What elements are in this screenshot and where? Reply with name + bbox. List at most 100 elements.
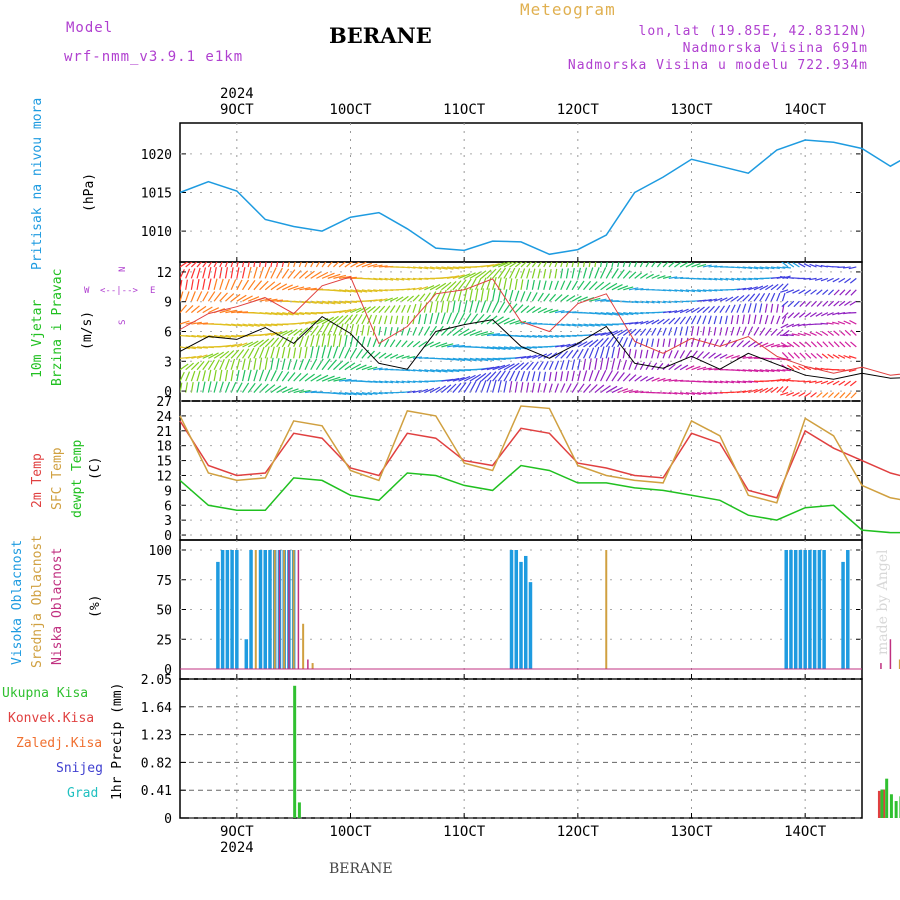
wind-barb — [786, 289, 795, 294]
wind-barb — [679, 262, 689, 268]
wind-barb — [697, 391, 707, 395]
wind-barb — [622, 359, 627, 370]
wind-barb — [690, 315, 697, 325]
wind-barb — [373, 367, 383, 371]
wind-barb — [764, 303, 768, 313]
temp-ytick-label: 27 — [156, 395, 172, 410]
wind-barb — [589, 323, 601, 327]
wind-barb — [407, 380, 416, 383]
wind-barb — [548, 269, 552, 279]
wind-barb — [765, 369, 775, 373]
wind-barb — [651, 377, 660, 382]
wind-barb — [685, 391, 696, 395]
wind-barb — [765, 284, 774, 291]
wind-barb — [731, 355, 740, 359]
wind-barb — [298, 373, 309, 382]
wind-barb — [304, 335, 310, 348]
wind-barb — [702, 315, 707, 325]
wind-barb — [509, 346, 522, 350]
wind-barb — [339, 378, 352, 382]
wind-barb — [791, 323, 800, 328]
wind-barb — [293, 389, 305, 394]
wind-barb — [253, 266, 258, 279]
wind-barb — [185, 371, 191, 382]
wind-barb — [742, 326, 747, 336]
wind-barb — [304, 320, 317, 325]
wind-barb — [299, 389, 311, 394]
wind-barb — [674, 309, 683, 314]
wind-barb — [814, 277, 823, 281]
wind-barb — [219, 369, 223, 382]
wind-barb — [316, 300, 330, 305]
wind-barb — [764, 327, 772, 336]
wind-barb — [753, 293, 761, 302]
wind-barb — [293, 270, 302, 279]
wind-barb — [259, 346, 265, 359]
wind-barb — [770, 343, 780, 348]
wind-barb — [810, 392, 817, 398]
wind-barb — [804, 312, 812, 318]
wind-barb — [634, 375, 642, 382]
wind-barb — [571, 280, 579, 291]
wind-barb — [287, 269, 296, 279]
cloud-bar — [519, 561, 523, 669]
wind-barb — [190, 291, 196, 302]
wind-barb — [298, 335, 304, 348]
wind-barb — [714, 297, 723, 302]
wind-barb — [680, 391, 690, 395]
wind-ytick-label: 12 — [156, 266, 172, 281]
wind-barb — [514, 362, 525, 371]
wind-barb — [799, 352, 806, 359]
wind-barb — [373, 391, 383, 395]
cloud-ytick-label: 25 — [156, 633, 172, 648]
wind-barb — [355, 348, 363, 359]
wind-barb — [617, 285, 629, 291]
wind-barb — [714, 380, 723, 384]
wind-barb — [725, 327, 729, 336]
wind-barb — [492, 262, 506, 268]
wind-barb — [611, 371, 619, 382]
wind-barb — [679, 308, 689, 314]
wind-barb — [321, 272, 335, 279]
wind-barb — [708, 368, 718, 371]
wind-barb — [180, 371, 185, 382]
wind-barb — [270, 357, 274, 370]
wind-barb — [378, 368, 388, 371]
wind-barb — [679, 316, 686, 325]
wind-barb — [588, 358, 592, 370]
wind-barb — [565, 359, 570, 370]
wind-barb — [674, 276, 684, 279]
wind-barb — [765, 387, 774, 394]
wind-barb — [355, 364, 367, 371]
wind-barb — [219, 262, 223, 268]
wind-barb — [503, 277, 507, 290]
wind-barb — [826, 380, 834, 385]
wind-barb — [406, 304, 411, 313]
wind-barb — [486, 300, 493, 313]
wind-barb — [537, 292, 544, 302]
wind-barb — [606, 312, 619, 316]
wind-barb — [423, 326, 431, 336]
wind-barb — [384, 326, 387, 336]
wind-barb — [776, 292, 781, 302]
wind-barb — [486, 371, 497, 382]
wind-barb — [259, 323, 272, 327]
wind-barb — [366, 325, 370, 336]
wind-barb — [231, 310, 243, 314]
wind-barb — [713, 305, 720, 314]
wind-barb — [304, 312, 317, 315]
wind-barb — [441, 343, 454, 348]
wind-barb — [412, 340, 421, 348]
wind-barb — [645, 338, 649, 348]
wind-barb — [486, 379, 492, 393]
wind-barb — [361, 365, 373, 371]
wind-barb — [605, 370, 613, 382]
wind-gust-line — [179, 276, 900, 376]
wind-barb — [458, 357, 471, 362]
wind-barb — [406, 315, 410, 325]
wind-barb — [810, 352, 817, 359]
coords-label: lon,lat (19.85E, 42.8312N) — [638, 24, 868, 39]
wind-barb — [191, 334, 202, 338]
wind-barb — [486, 365, 500, 371]
wind-barb — [242, 295, 253, 302]
